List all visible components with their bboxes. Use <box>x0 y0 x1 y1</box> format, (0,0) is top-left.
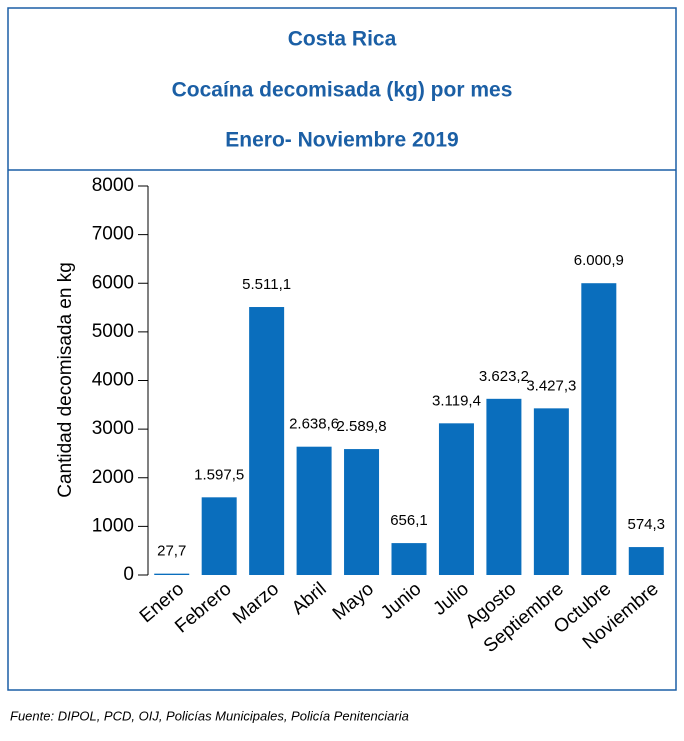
y-tick-label: 3000 <box>92 418 134 439</box>
value-label: 6.000,9 <box>574 252 624 269</box>
chart-subtitle: Cocaína decomisada (kg) por mes <box>172 79 513 102</box>
bar <box>249 307 285 575</box>
x-tick-label: Mayo <box>329 579 378 625</box>
value-label: 5.511,1 <box>242 276 291 293</box>
value-label: 2.638,6 <box>289 416 339 433</box>
y-tick-label: 6000 <box>92 272 134 293</box>
x-tick-label: Abril <box>288 579 331 620</box>
value-label: 2.589,8 <box>337 418 387 435</box>
bar <box>486 398 522 575</box>
bar <box>201 497 237 575</box>
bar <box>344 449 380 575</box>
value-label: 574,3 <box>627 516 665 533</box>
x-tick-label: Junio <box>377 579 425 624</box>
value-label: 1.597,5 <box>194 466 244 483</box>
bar <box>154 573 190 575</box>
y-tick-label: 0 <box>123 564 134 585</box>
chart-title: Costa Rica <box>288 28 397 51</box>
bar <box>296 446 332 575</box>
y-tick-label: 8000 <box>92 175 134 196</box>
y-axis-label: Cantidad decomisada en kg <box>55 262 76 498</box>
value-label: 656,1 <box>390 512 428 529</box>
bar <box>438 423 474 575</box>
value-label: 3.623,2 <box>479 368 529 385</box>
y-tick-label: 7000 <box>92 224 134 245</box>
value-label: 3.119,4 <box>432 392 481 409</box>
bar <box>533 408 569 575</box>
value-label: 27,7 <box>157 543 186 560</box>
y-tick-label: 1000 <box>92 515 134 536</box>
bar <box>628 547 664 575</box>
chart-subtitle: Enero- Noviembre 2019 <box>225 129 458 152</box>
x-tick-label: Marzo <box>229 579 283 629</box>
y-tick-label: 5000 <box>92 321 134 342</box>
value-label: 3.427,3 <box>526 377 576 394</box>
frame <box>7 7 677 691</box>
bar <box>581 283 617 575</box>
source-note: Fuente: DIPOL, PCD, OIJ, Policías Munici… <box>10 708 409 723</box>
y-tick-label: 4000 <box>92 370 134 391</box>
y-tick-label: 2000 <box>92 467 134 488</box>
bar <box>391 543 427 575</box>
